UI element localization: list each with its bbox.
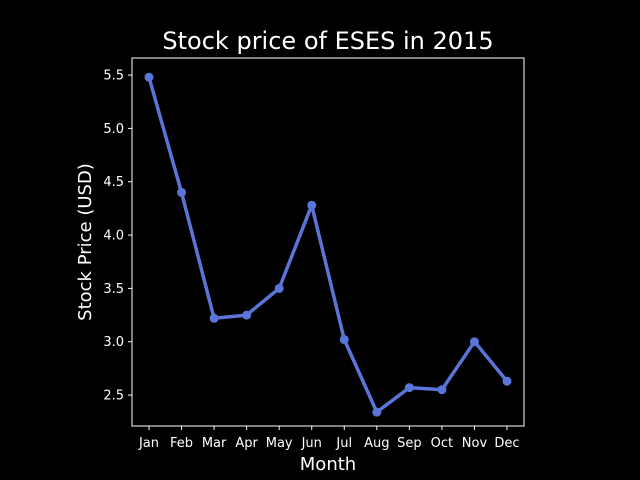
data-point	[340, 335, 349, 344]
data-point	[177, 188, 186, 197]
x-tick-label: Jun	[301, 436, 322, 451]
x-tick-label: Oct	[431, 436, 453, 451]
x-tick-label: Dec	[494, 436, 519, 451]
x-tick-label: Feb	[170, 436, 193, 451]
data-point	[307, 201, 316, 210]
x-tick-label: Mar	[202, 436, 227, 451]
x-tick-label: Apr	[235, 436, 258, 451]
data-point	[503, 377, 512, 386]
data-point	[242, 311, 251, 320]
series-group	[145, 73, 512, 417]
x-tick-label: Aug	[364, 436, 389, 451]
y-axis-label: Stock Price (USD)	[75, 163, 96, 321]
data-point	[372, 408, 381, 417]
x-axis-label: Month	[300, 454, 356, 475]
data-point	[210, 314, 219, 323]
x-axis: Jan Feb Mar Apr May Jun Jul Aug Sep Oct Nov Dec	[138, 426, 520, 451]
data-point	[275, 284, 284, 293]
x-tick-label: Nov	[462, 436, 488, 451]
y-tick-label: 5.0	[103, 122, 124, 137]
y-tick-label: 3.5	[103, 282, 124, 297]
y-tick-label: 4.0	[103, 229, 124, 244]
x-tick-label: May	[266, 436, 293, 451]
plot-frame	[132, 58, 524, 426]
x-tick-label: Jul	[335, 436, 352, 451]
y-tick-label: 3.0	[103, 335, 124, 350]
y-tick-label: 4.5	[103, 175, 124, 190]
data-point	[437, 385, 446, 394]
data-point	[405, 383, 414, 392]
data-point	[145, 73, 154, 82]
y-tick-label: 5.5	[103, 69, 124, 84]
series-line	[149, 77, 507, 412]
y-axis: 2.5 3.0 3.5 4.0 4.5 5.0 5.5	[103, 69, 132, 404]
x-tick-label: Jan	[138, 436, 159, 451]
chart-title: Stock price of ESES in 2015	[162, 27, 493, 55]
x-tick-label: Sep	[397, 436, 422, 451]
data-point	[470, 337, 479, 346]
y-tick-label: 2.5	[103, 389, 124, 404]
